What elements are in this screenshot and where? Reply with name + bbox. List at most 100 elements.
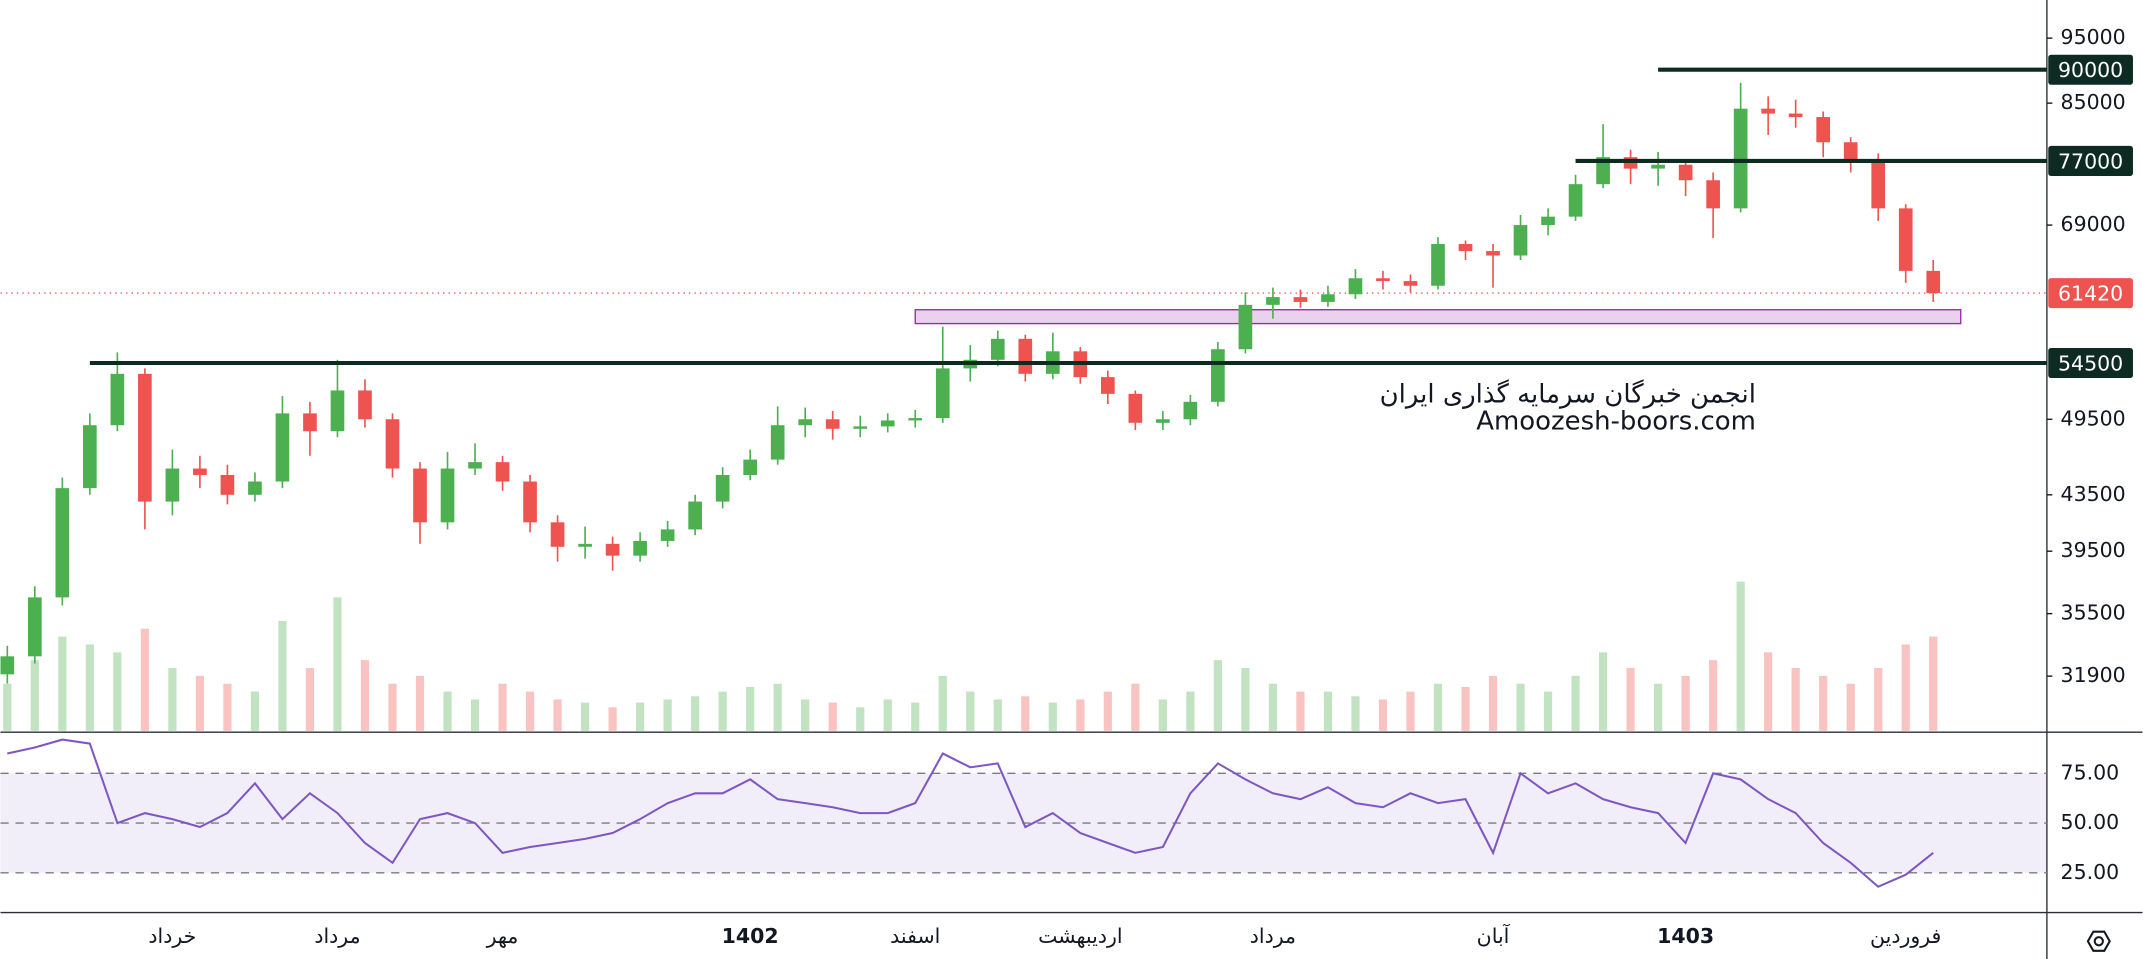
volume-bar xyxy=(1654,683,1663,731)
y-tick-label: 35500 xyxy=(2061,601,2126,625)
candle-body xyxy=(1706,180,1720,209)
candle-body xyxy=(523,481,537,523)
candle-body xyxy=(1376,278,1390,282)
volume-bar xyxy=(1076,699,1085,731)
candle-body xyxy=(275,413,290,482)
volume-bar xyxy=(388,683,397,731)
volume-bar xyxy=(553,699,562,731)
volume-bar xyxy=(1158,699,1167,731)
volume-bar xyxy=(415,675,425,731)
candle-body xyxy=(1596,157,1610,185)
candle-body xyxy=(413,468,427,523)
candle-body xyxy=(1431,244,1445,286)
candle-body xyxy=(688,501,702,530)
x-tick-label: اسفند xyxy=(890,924,940,948)
support-zone xyxy=(914,309,1962,325)
candle-body xyxy=(660,529,675,541)
volume-bar xyxy=(195,675,205,731)
x-tick-label: مرداد xyxy=(1250,924,1296,948)
volume-bar xyxy=(1461,686,1470,731)
candle-body xyxy=(1486,251,1500,256)
volume-bar xyxy=(966,691,975,731)
volume-bar xyxy=(856,707,865,731)
candle-body xyxy=(1898,208,1913,271)
level-label-box xyxy=(2048,145,2133,176)
volume-bar xyxy=(3,683,12,731)
volume-bar xyxy=(1433,683,1443,731)
volume-bar xyxy=(663,699,672,731)
x-tick-label: فروردین xyxy=(1870,924,1941,948)
candle-body xyxy=(220,474,235,495)
volume-bar xyxy=(1874,668,1883,731)
level-label-box xyxy=(2048,54,2133,85)
volume-bar xyxy=(1929,636,1938,731)
rsi-tick-label: 50.00 xyxy=(2061,810,2120,834)
volume-bar xyxy=(1323,691,1333,731)
rsi-line xyxy=(7,738,1934,888)
candle-body xyxy=(825,419,840,429)
candle-body xyxy=(248,481,262,495)
watermark-title: انجمن خبرگان سرمایه گذاری ایران xyxy=(1380,378,1756,409)
volume-bar xyxy=(1351,696,1360,731)
x-tick-label: آبان xyxy=(1477,923,1511,948)
candle-body xyxy=(1513,225,1528,256)
candle-body xyxy=(468,462,482,469)
volume-bar xyxy=(1681,675,1690,731)
y-tick-label: 39500 xyxy=(2061,538,2126,562)
y-tick-label: 49500 xyxy=(2061,406,2126,430)
volume-bar xyxy=(58,636,67,731)
candle-body xyxy=(193,468,207,475)
candle-body xyxy=(1568,184,1583,217)
candle-body xyxy=(1541,216,1555,226)
volume-bar xyxy=(1378,699,1388,731)
candle-body xyxy=(550,522,565,547)
last-price-label: 61420 xyxy=(2058,281,2123,305)
candle-body xyxy=(715,474,730,502)
volume-bar xyxy=(1131,683,1140,731)
candle-body xyxy=(743,459,757,475)
candle-body xyxy=(605,543,620,556)
y-tick-label: 43500 xyxy=(2061,482,2126,506)
volume-bar xyxy=(1598,652,1608,731)
volume-bar xyxy=(1103,691,1112,731)
volume-bar xyxy=(1736,581,1745,731)
level-label: 90000 xyxy=(2058,58,2123,82)
volume-bar xyxy=(1268,683,1278,731)
volume-bar xyxy=(1846,683,1855,731)
candle-body xyxy=(165,468,180,502)
watermark-url: Amoozesh-boors.com xyxy=(1476,407,1756,437)
candle-body xyxy=(110,373,125,426)
level-label-box xyxy=(2048,347,2133,379)
volume-bar xyxy=(1791,668,1800,731)
volume-bar xyxy=(223,683,232,731)
volume-bar xyxy=(1021,696,1030,731)
candle-body xyxy=(1211,349,1225,402)
candle-body xyxy=(880,420,895,427)
settings-icon[interactable] xyxy=(2086,930,2111,952)
candle-body xyxy=(1128,393,1143,423)
candle-body xyxy=(1733,108,1748,209)
y-tick-label: 69000 xyxy=(2061,212,2126,236)
level-label: 54500 xyxy=(2058,351,2123,375)
volume-bar xyxy=(360,660,370,731)
volume-bar xyxy=(1241,668,1250,731)
candle-body xyxy=(1101,377,1115,394)
settings-hexagon xyxy=(2086,930,2111,952)
candle-body xyxy=(303,413,317,432)
volume-bar xyxy=(1764,652,1773,731)
candle-body xyxy=(1348,278,1363,295)
volume-bar xyxy=(168,668,177,731)
level-label: 77000 xyxy=(2058,149,2123,173)
candle-body xyxy=(1018,338,1033,374)
candle-body xyxy=(633,540,647,556)
volume-bar xyxy=(1626,668,1635,731)
rsi-tick-label: 75.00 xyxy=(2061,760,2120,784)
candle-body xyxy=(1321,294,1335,302)
volume-bar xyxy=(305,668,315,731)
last-price-box xyxy=(2048,278,2133,309)
candle-body xyxy=(385,419,400,469)
rsi-tick-label: 25.00 xyxy=(2061,860,2120,884)
candle-body xyxy=(1678,164,1693,181)
volume-bar xyxy=(1048,702,1057,731)
